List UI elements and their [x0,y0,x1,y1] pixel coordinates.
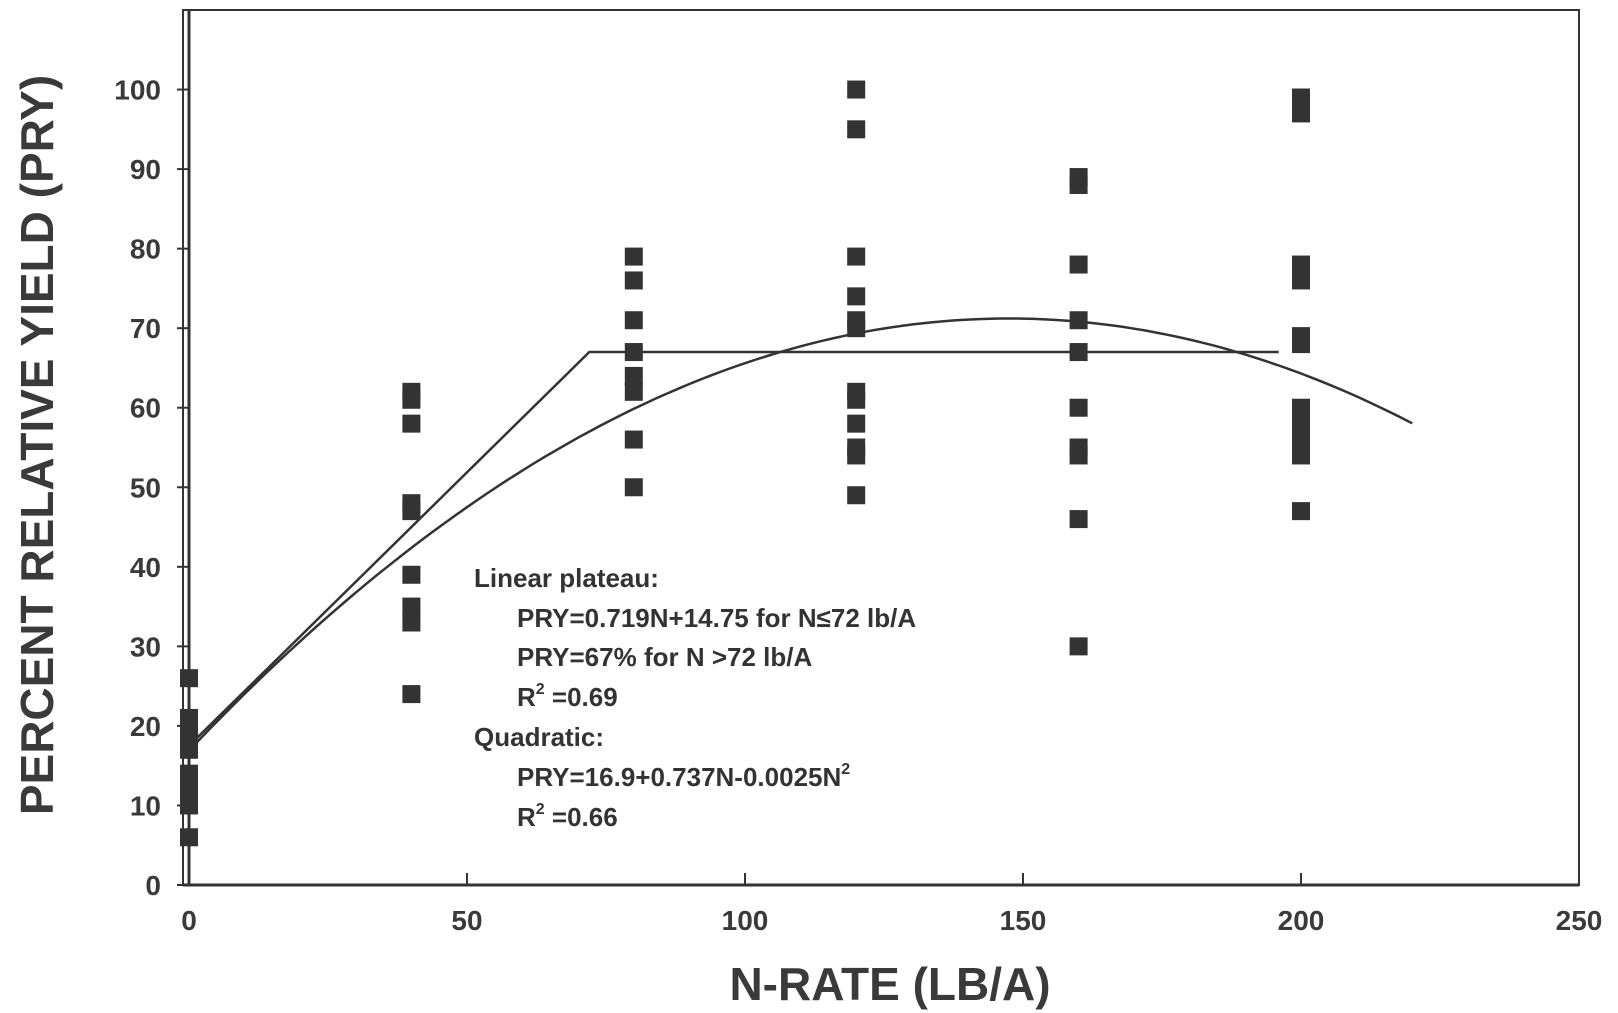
y-axis-title: PERCENT RELATIVE YIELD (PRY) [11,75,63,815]
y-ticks: 0 10 20 30 40 50 60 70 80 90 100 [114,75,189,901]
data-point [847,247,866,266]
y-tick-label: 100 [114,75,161,106]
data-point [847,319,866,338]
quad-r2-prefix: R [517,802,536,832]
linear-plateau-equation-1: PRY=0.719N+14.75 for N≤72 lb/A [517,603,916,633]
x-tick-label: 200 [1278,905,1325,936]
data-point [624,430,643,449]
quad-r2-superscript: 2 [536,801,545,818]
data-point [1292,398,1310,417]
quad-eq-main: PRY=16.9+0.737N-0.0025N [517,762,841,792]
data-point [1292,255,1310,274]
data-point [402,414,421,433]
data-point [1069,176,1088,194]
data-point [847,287,866,306]
data-point [624,478,643,497]
y-tick-label: 40 [130,552,161,583]
data-point [1292,446,1310,465]
x-tick-label: 250 [1556,905,1603,936]
data-point [1069,398,1088,417]
y-tick-label: 0 [145,870,161,901]
data-point [402,597,421,616]
data-point [1292,335,1310,354]
data-point [1292,88,1310,107]
data-point [847,414,866,433]
quadratic-heading: Quadratic: [474,722,604,752]
data-point [1069,255,1088,274]
data-point [624,311,643,330]
data-point [180,828,198,847]
data-point [1292,430,1310,449]
y-tick-label: 90 [130,154,161,185]
quadratic-equation: PRY=16.9+0.737N-0.0025N2 [517,761,850,792]
linear-plateau-equation-2: PRY=67% for N >72 lb/A [517,642,812,672]
y-tick-label: 60 [130,393,161,424]
data-point [402,565,421,584]
y-tick-label: 20 [130,711,161,742]
quadratic-r-squared: R2 =0.66 [517,801,618,832]
linear-plateau-line [188,350,1279,747]
y-tick-label: 80 [130,234,161,265]
data-point [1069,311,1088,330]
fit-lines [188,317,1413,752]
data-point [624,247,643,266]
quad-r2-value: =0.66 [545,802,618,832]
data-point [624,343,643,362]
x-ticks: 0 50 100 150 200 250 [181,873,1602,936]
x-tick-label: 150 [1000,905,1047,936]
data-points [180,80,1310,847]
data-point [847,486,866,505]
quad-eq-superscript: 2 [841,761,850,778]
data-point [180,740,198,759]
y-tick-label: 50 [130,472,161,503]
data-point [402,685,421,704]
x-tick-label: 0 [181,905,197,936]
data-point [624,382,643,401]
linear-r2-superscript: 2 [536,681,545,698]
data-point [1069,637,1088,656]
y-tick-label: 70 [130,313,161,344]
data-point [180,708,198,727]
data-point [1069,510,1088,529]
y-tick-label: 30 [130,631,161,662]
linear-plateau-r-squared: R2 =0.69 [517,681,618,712]
data-point [180,669,198,688]
data-point [847,390,866,409]
linear-r2-prefix: R [517,682,536,712]
data-point [1292,104,1310,123]
data-point [624,271,643,290]
data-point [402,502,421,521]
data-point [847,80,866,99]
data-point [624,366,643,385]
data-point [1292,414,1310,433]
data-point [180,772,198,791]
linear-r2-value: =0.69 [545,682,618,712]
data-point [1292,502,1310,521]
quadratic-curve [188,317,1413,752]
data-point [402,613,421,632]
x-tick-label: 100 [722,905,769,936]
annotation-block: Linear plateau: PRY=0.719N+14.75 for N≤7… [474,563,916,832]
data-point [1069,446,1088,465]
x-axis-title: N-RATE (LB/A) [729,958,1050,1010]
data-point [1292,271,1310,290]
data-point [1069,343,1088,362]
x-tick-label: 50 [451,905,482,936]
data-point [402,390,421,409]
y-tick-label: 10 [130,790,161,821]
linear-plateau-heading: Linear plateau: [474,563,659,593]
data-point [847,446,866,465]
data-point [180,796,198,815]
data-point [847,120,866,139]
